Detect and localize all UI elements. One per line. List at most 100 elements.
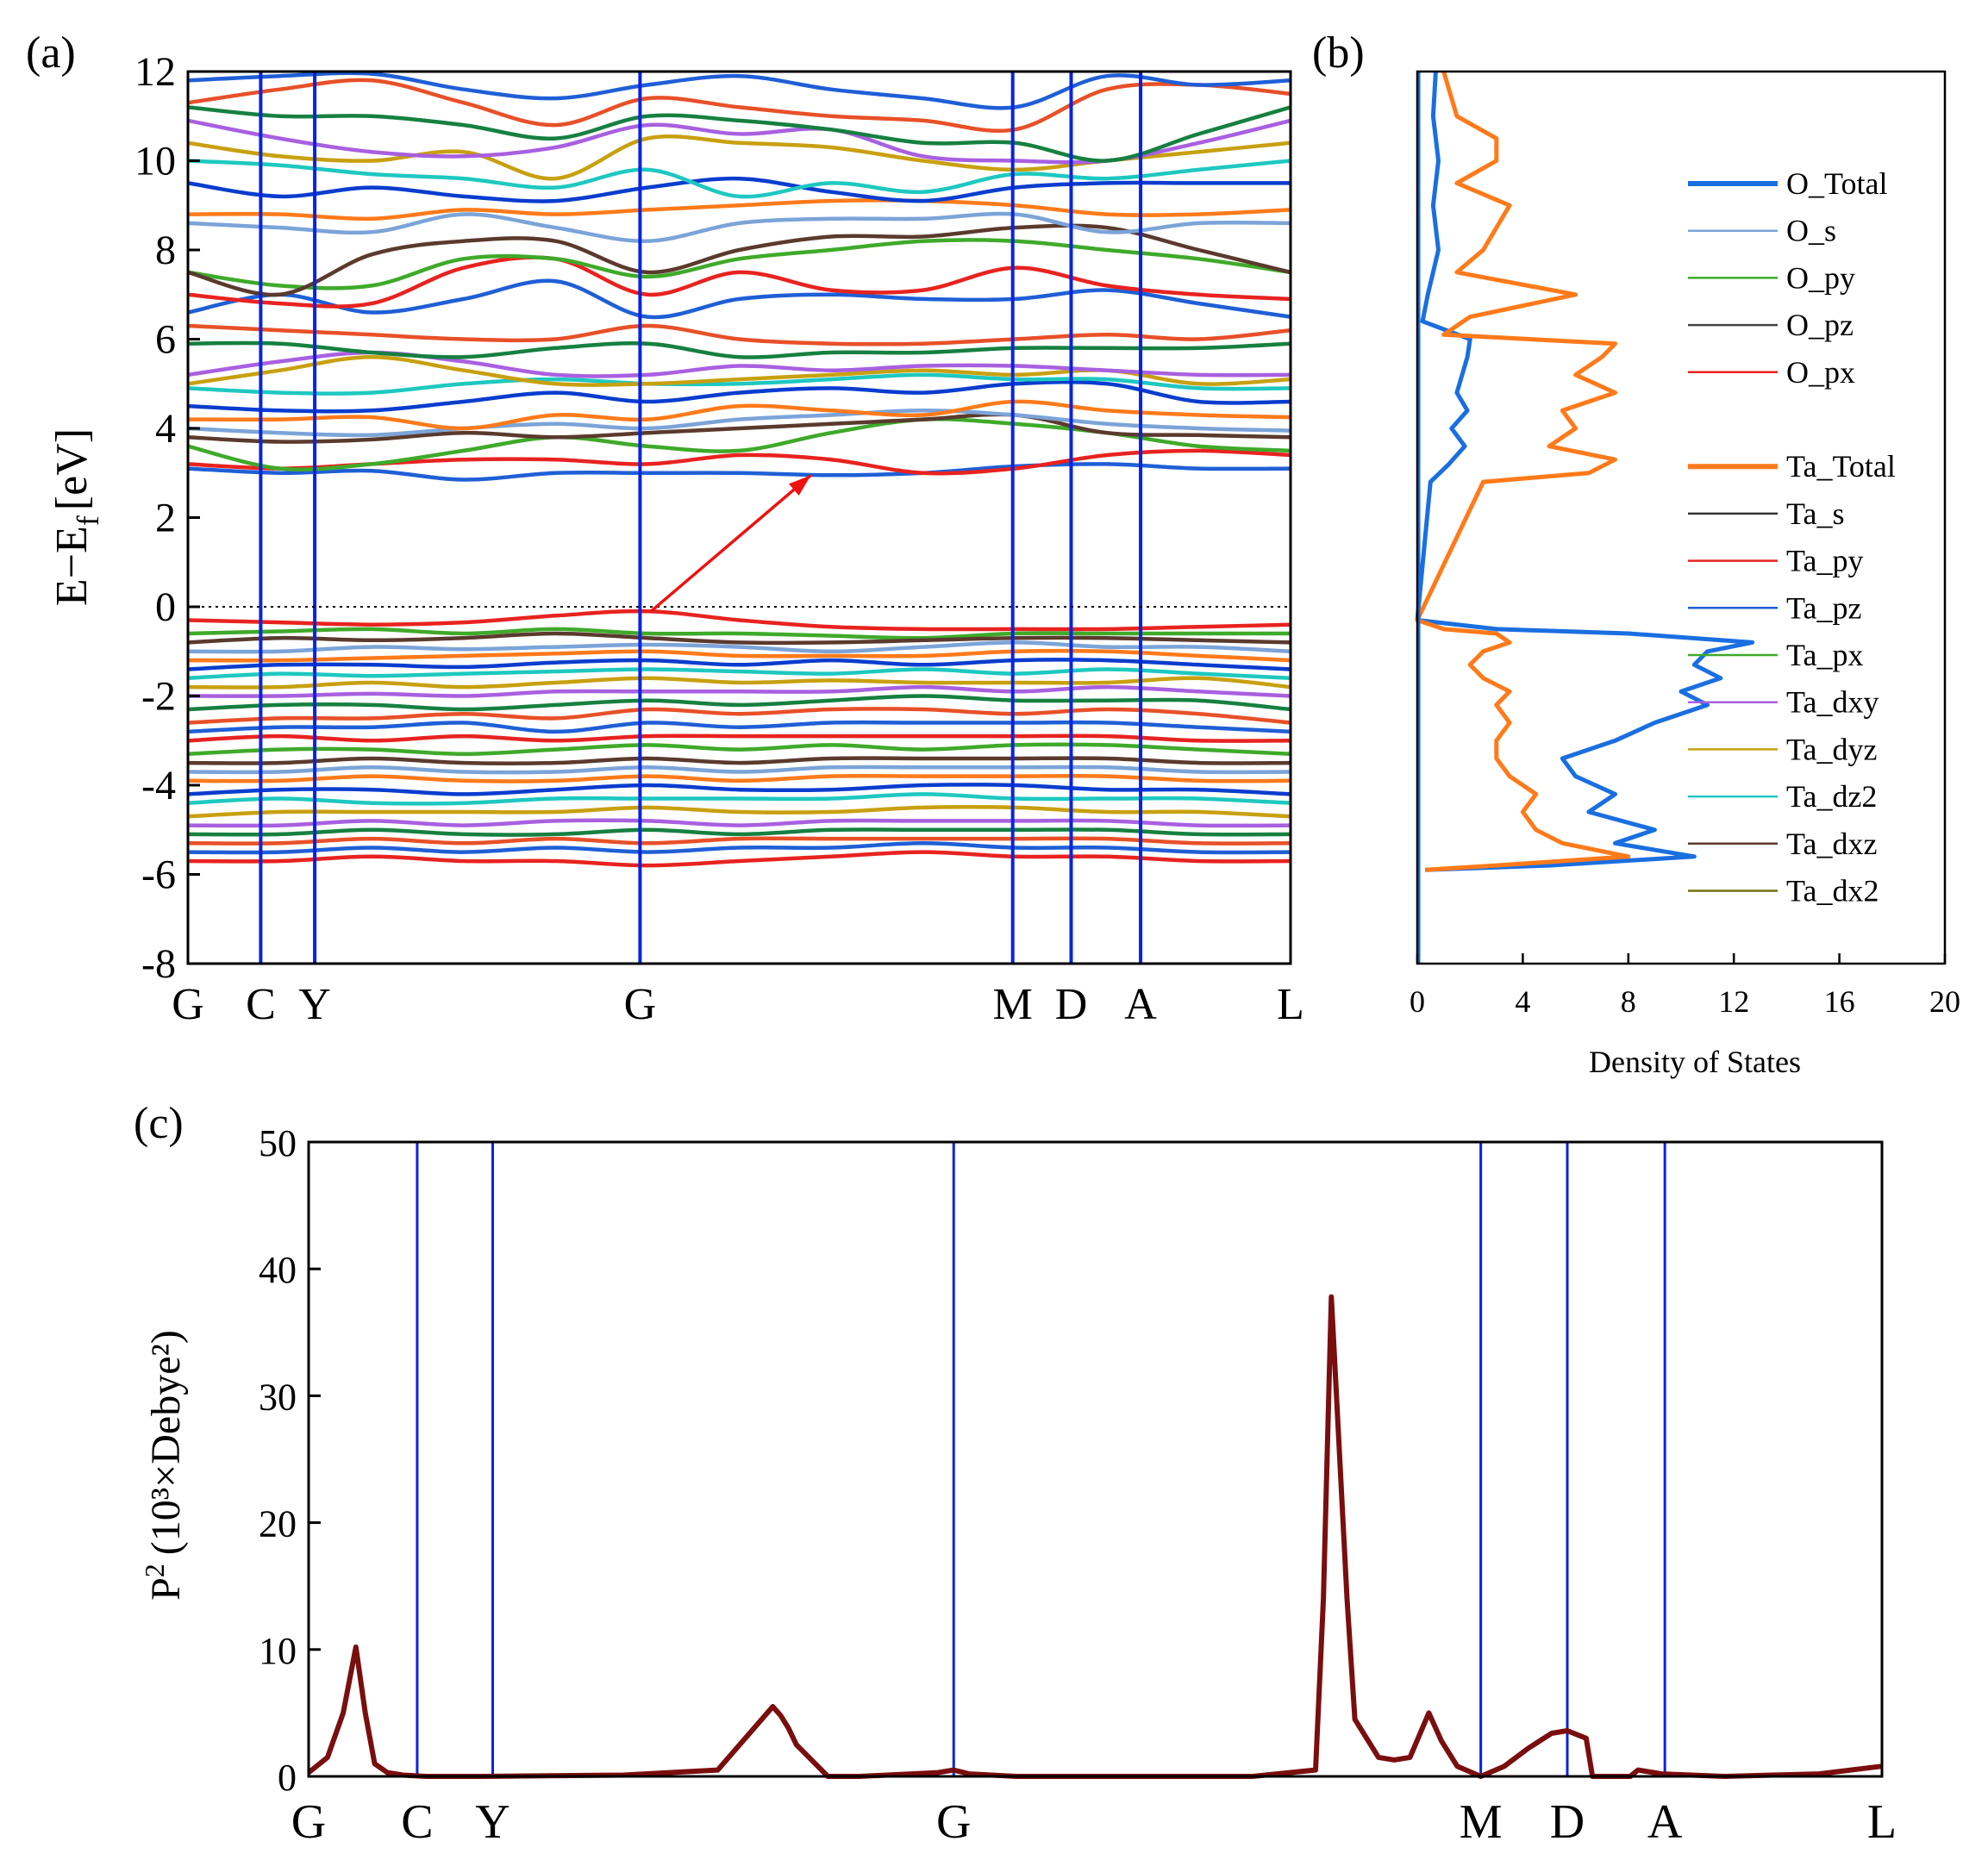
band-cb25: [187, 71, 1291, 110]
band-cb6: [187, 399, 1291, 431]
band-cb20: [187, 159, 1291, 199]
x-tick-label: 20: [1929, 984, 1960, 1019]
y-tick-label: -4: [141, 763, 176, 808]
legend-label-Ta_Total: Ta_Total: [1786, 449, 1896, 484]
dos-panel: 0 4 8 12 16 20 Density of States O_TotalO_sO_…: [1410, 70, 1960, 1079]
band-vb14: [187, 742, 1291, 757]
legend-label-O_py: O_py: [1786, 260, 1855, 295]
band-vb9: [187, 684, 1291, 698]
band-vb19: [187, 792, 1291, 806]
c-k-label-G: G: [936, 1795, 971, 1849]
k-label-A: A: [1124, 980, 1157, 1029]
k-label-C: C: [246, 980, 276, 1029]
band-cb11: [187, 340, 1291, 359]
y-tick-label: -6: [141, 852, 176, 898]
band-cb19: [187, 176, 1291, 203]
dos-curves: [1415, 71, 1755, 964]
band-gap-arrow: [650, 474, 812, 613]
band-y-ticks: -8 -6 -4 -2 0 2 4 6 8 10 12: [134, 49, 200, 987]
band-cb4: [187, 412, 1291, 444]
k-label-M: M: [993, 980, 1033, 1029]
c-k-label-D: D: [1550, 1795, 1585, 1849]
band-cb16: [187, 223, 1291, 297]
arrow-head: [789, 475, 811, 496]
legend-label-O_s: O_s: [1786, 214, 1836, 248]
band-cb17: [187, 211, 1291, 243]
y-tick-label: 4: [155, 406, 176, 452]
c-y-tick-label: 10: [259, 1630, 297, 1672]
y-tick-label: 6: [155, 317, 176, 363]
dipole-y-axis-label: P2(10³×Debye²): [139, 1330, 189, 1601]
c-k-label-A: A: [1647, 1795, 1683, 1849]
k-label-G: G: [172, 980, 204, 1029]
dos-x-axis-label: Density of States: [1589, 1045, 1801, 1079]
legend-label-Ta_dxy: Ta_dxy: [1786, 685, 1879, 720]
legend-label-Ta_dz2: Ta_dz2: [1786, 779, 1877, 814]
c-y-tick-label: 40: [259, 1249, 297, 1291]
dipole-high-symmetry-lines: [416, 1142, 1666, 1776]
band-vb25: [187, 850, 1291, 868]
c-y-tick-label: 30: [259, 1376, 297, 1418]
k-label-L: L: [1277, 980, 1304, 1029]
band-vb2: [187, 627, 1291, 640]
panel-label-a: (a): [26, 28, 76, 78]
dos-curve-O_Total: [1415, 71, 1755, 872]
legend-label-Ta_s: Ta_s: [1786, 496, 1844, 531]
band-vb5: [187, 648, 1291, 663]
x-tick-label: 12: [1718, 984, 1749, 1019]
x-tick-label: 0: [1410, 984, 1425, 1019]
band-cb8: [187, 372, 1291, 396]
band-vb22: [187, 827, 1291, 837]
y-tick-label: 0: [155, 584, 176, 630]
band-vb7: [187, 667, 1291, 681]
dos-curve-Ta_Total: [1415, 71, 1631, 872]
band-cb23: [187, 105, 1291, 163]
band-vb11: [187, 707, 1291, 725]
band-vb6: [187, 658, 1291, 671]
panel-label-b: (b): [1312, 28, 1365, 78]
dipole-curve: [307, 1294, 1883, 1779]
c-y-tick-label: 0: [278, 1757, 297, 1799]
c-k-label-L: L: [1867, 1795, 1897, 1849]
band-y-axis-label: E−Ef[eV]: [47, 428, 105, 606]
dos-plot-frame: [1416, 70, 1947, 965]
c-k-label-Y: Y: [475, 1795, 510, 1849]
legend-label-Ta_dyz: Ta_dyz: [1786, 732, 1877, 766]
band-cb12: [187, 323, 1291, 346]
band-vb13: [187, 733, 1291, 743]
band-vb15: [187, 756, 1291, 766]
band-vb24: [187, 841, 1291, 855]
band-lines: [187, 71, 1291, 868]
band-cb1: [187, 462, 1291, 482]
c-k-label-G: G: [291, 1795, 326, 1849]
legend-label-O_pz: O_pz: [1786, 308, 1854, 342]
dipole-y-ticks: 0 10 20 30 40 50: [259, 1122, 321, 1799]
legend-label-Ta_py: Ta_py: [1786, 544, 1863, 578]
band-vb1: [187, 609, 1291, 632]
band-cb18: [187, 198, 1291, 222]
legend-label-Ta_pz: Ta_pz: [1786, 590, 1861, 625]
c-y-tick-label: 20: [259, 1503, 297, 1545]
y-tick-label: 8: [155, 228, 176, 273]
band-vb12: [187, 720, 1291, 734]
y-tick-label: -2: [141, 674, 176, 720]
band-vb10: [187, 694, 1291, 712]
c-k-label-M: M: [1460, 1795, 1503, 1849]
k-label-G: G: [624, 980, 657, 1029]
band-vb4: [187, 640, 1291, 654]
band-cb15: [187, 238, 1291, 290]
band-cb13: [187, 278, 1291, 320]
dos-x-ticks: 0 4 8 12 16 20: [1410, 953, 1960, 1019]
k-label-Y: Y: [298, 980, 331, 1029]
k-label-D: D: [1055, 980, 1088, 1029]
c-k-label-C: C: [401, 1795, 433, 1849]
legend-label-Ta_dxz: Ta_dxz: [1786, 827, 1877, 861]
band-vb16: [187, 765, 1291, 775]
band-vb18: [187, 783, 1291, 796]
c-y-tick-label: 50: [259, 1122, 297, 1164]
